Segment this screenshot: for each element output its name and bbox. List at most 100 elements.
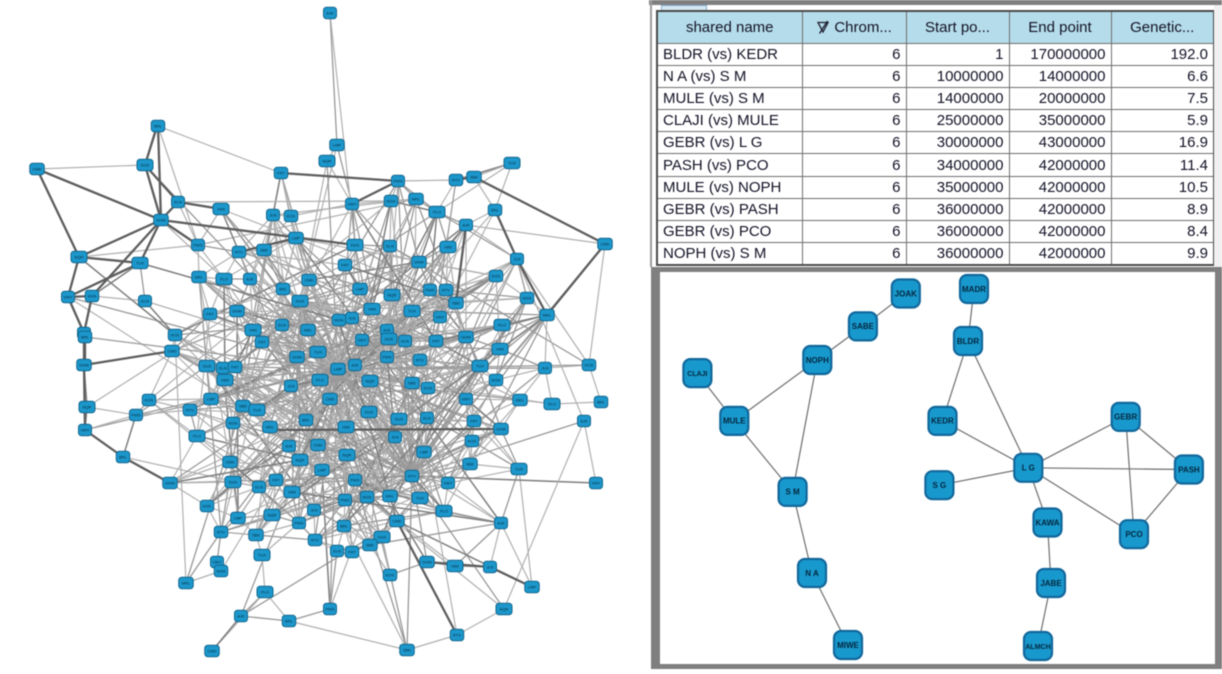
svg-text:CLAJI: CLAJI — [687, 371, 707, 378]
svg-text:BRL: BRL — [597, 400, 606, 405]
svg-text:MIWE: MIWE — [837, 641, 859, 650]
svg-text:WZA: WZA — [523, 296, 532, 301]
svg-text:NQR: NQR — [323, 159, 332, 164]
svg-text:AJK: AJK — [462, 223, 470, 228]
svg-text:PWS: PWS — [294, 521, 303, 526]
svg-text:FRT: FRT — [206, 312, 214, 317]
svg-text:ELN: ELN — [423, 416, 431, 421]
svg-text:GHW: GHW — [79, 363, 89, 368]
svg-text:TUX: TUX — [515, 467, 523, 472]
svg-text:VWY: VWY — [443, 481, 452, 486]
svg-text:ELN: ELN — [333, 549, 341, 554]
svg-text:MKL: MKL — [543, 313, 552, 318]
svg-text:GHW: GHW — [461, 335, 471, 340]
svg-text:MKL: MKL — [516, 398, 525, 403]
svg-text:ELN: ELN — [219, 366, 227, 371]
svg-text:KAWA: KAWA — [1036, 518, 1060, 527]
svg-text:NQR: NQR — [83, 405, 92, 410]
svg-text:AJK: AJK — [237, 614, 245, 619]
svg-text:BRL: BRL — [491, 208, 500, 213]
svg-text:BRL: BRL — [154, 124, 163, 129]
svg-text:ELN: ELN — [278, 323, 286, 328]
svg-text:HIM: HIM — [221, 378, 228, 383]
svg-text:ELN: ELN — [255, 485, 263, 490]
svg-text:HIM: HIM — [249, 328, 256, 333]
svg-text:VWY: VWY — [80, 428, 89, 433]
svg-text:AJK: AJK — [285, 444, 293, 449]
svg-text:MKL: MKL — [266, 425, 275, 430]
svg-text:RTV: RTV — [453, 633, 461, 638]
svg-text:SBE: SBE — [408, 381, 416, 386]
svg-text:MKL: MKL — [386, 494, 395, 499]
svg-text:AJK: AJK — [351, 363, 359, 368]
svg-text:TUX: TUX — [253, 408, 261, 413]
svg-text:LMP: LMP — [528, 585, 537, 590]
svg-text:PLO: PLO — [498, 323, 506, 328]
svg-text:KOS: KOS — [287, 214, 296, 219]
svg-text:CMD: CMD — [167, 349, 176, 354]
svg-text:VWY: VWY — [591, 481, 600, 486]
svg-text:PLO: PLO — [193, 434, 201, 439]
svg-text:JLN: JLN — [310, 508, 317, 513]
svg-text:MKL: MKL — [304, 328, 313, 333]
svg-text:SBE: SBE — [452, 301, 460, 306]
svg-text:NQR: NQR — [366, 379, 375, 384]
svg-text:FRT: FRT — [258, 340, 266, 345]
svg-text:CMD: CMD — [304, 278, 313, 283]
svg-text:MKL: MKL — [195, 275, 204, 280]
svg-text:AJK: AJK — [383, 328, 391, 333]
svg-text:NQR: NQR — [296, 458, 305, 463]
svg-text:HIM: HIM — [444, 245, 451, 250]
svg-text:PWS: PWS — [382, 355, 391, 360]
svg-text:DUS: DUS — [385, 337, 394, 342]
svg-text:RTV: RTV — [186, 408, 194, 413]
svg-text:WZA: WZA — [217, 569, 226, 574]
svg-text:HIM: HIM — [451, 564, 458, 569]
svg-text:AJK: AJK — [326, 11, 334, 16]
svg-text:GHW: GHW — [422, 560, 432, 565]
svg-text:GHW: GHW — [414, 260, 424, 265]
svg-text:LMP: LMP — [292, 236, 301, 241]
svg-text:MULE: MULE — [723, 417, 746, 426]
svg-text:PWS: PWS — [131, 413, 140, 418]
svg-text:FRT: FRT — [432, 339, 440, 344]
svg-text:HIM: HIM — [288, 490, 295, 495]
svg-text:JLN: JLN — [269, 213, 276, 218]
svg-text:LMP: LMP — [420, 450, 429, 455]
svg-text:PLO: PLO — [316, 378, 324, 383]
svg-text:ELN: ELN — [174, 200, 182, 205]
svg-text:ALMCH: ALMCH — [1025, 644, 1050, 651]
svg-text:NQR: NQR — [268, 513, 277, 518]
svg-text:KOS: KOS — [468, 439, 477, 444]
svg-text:RTV: RTV — [452, 178, 460, 183]
svg-text:PLO: PLO — [261, 590, 269, 595]
svg-text:CMD: CMD — [325, 397, 334, 402]
svg-text:FRT: FRT — [341, 263, 349, 268]
svg-text:WZA: WZA — [229, 421, 238, 426]
svg-text:SBE: SBE — [260, 248, 268, 253]
svg-text:PWS: PWS — [325, 607, 334, 612]
svg-text:DUS: DUS — [296, 299, 305, 304]
svg-text:SBE: SBE — [366, 543, 374, 548]
svg-text:JLN: JLN — [391, 435, 398, 440]
svg-text:KOS: KOS — [386, 573, 395, 578]
svg-text:MKL: MKL — [182, 581, 191, 586]
svg-text:KOS: KOS — [171, 333, 180, 338]
svg-text:TUX: TUX — [258, 553, 266, 558]
svg-text:CMD: CMD — [207, 649, 216, 654]
svg-text:NOPH: NOPH — [806, 356, 829, 365]
svg-text:FRT: FRT — [231, 365, 239, 370]
svg-text:RTV: RTV — [311, 538, 319, 543]
svg-text:RTV: RTV — [416, 358, 424, 363]
svg-text:KOS: KOS — [424, 386, 433, 391]
svg-text:HIM: HIM — [342, 425, 349, 430]
svg-text:DUS: DUS — [351, 243, 360, 248]
svg-text:AJK: AJK — [246, 277, 254, 282]
svg-text:LMP: LMP — [207, 397, 216, 402]
svg-text:NQR: NQR — [388, 293, 397, 298]
svg-text:VWY: VWY — [347, 202, 356, 207]
svg-text:RTV: RTV — [217, 530, 225, 535]
svg-text:BRL: BRL — [302, 418, 311, 423]
svg-text:WZA: WZA — [387, 199, 396, 204]
svg-text:JLN: JLN — [348, 316, 355, 321]
